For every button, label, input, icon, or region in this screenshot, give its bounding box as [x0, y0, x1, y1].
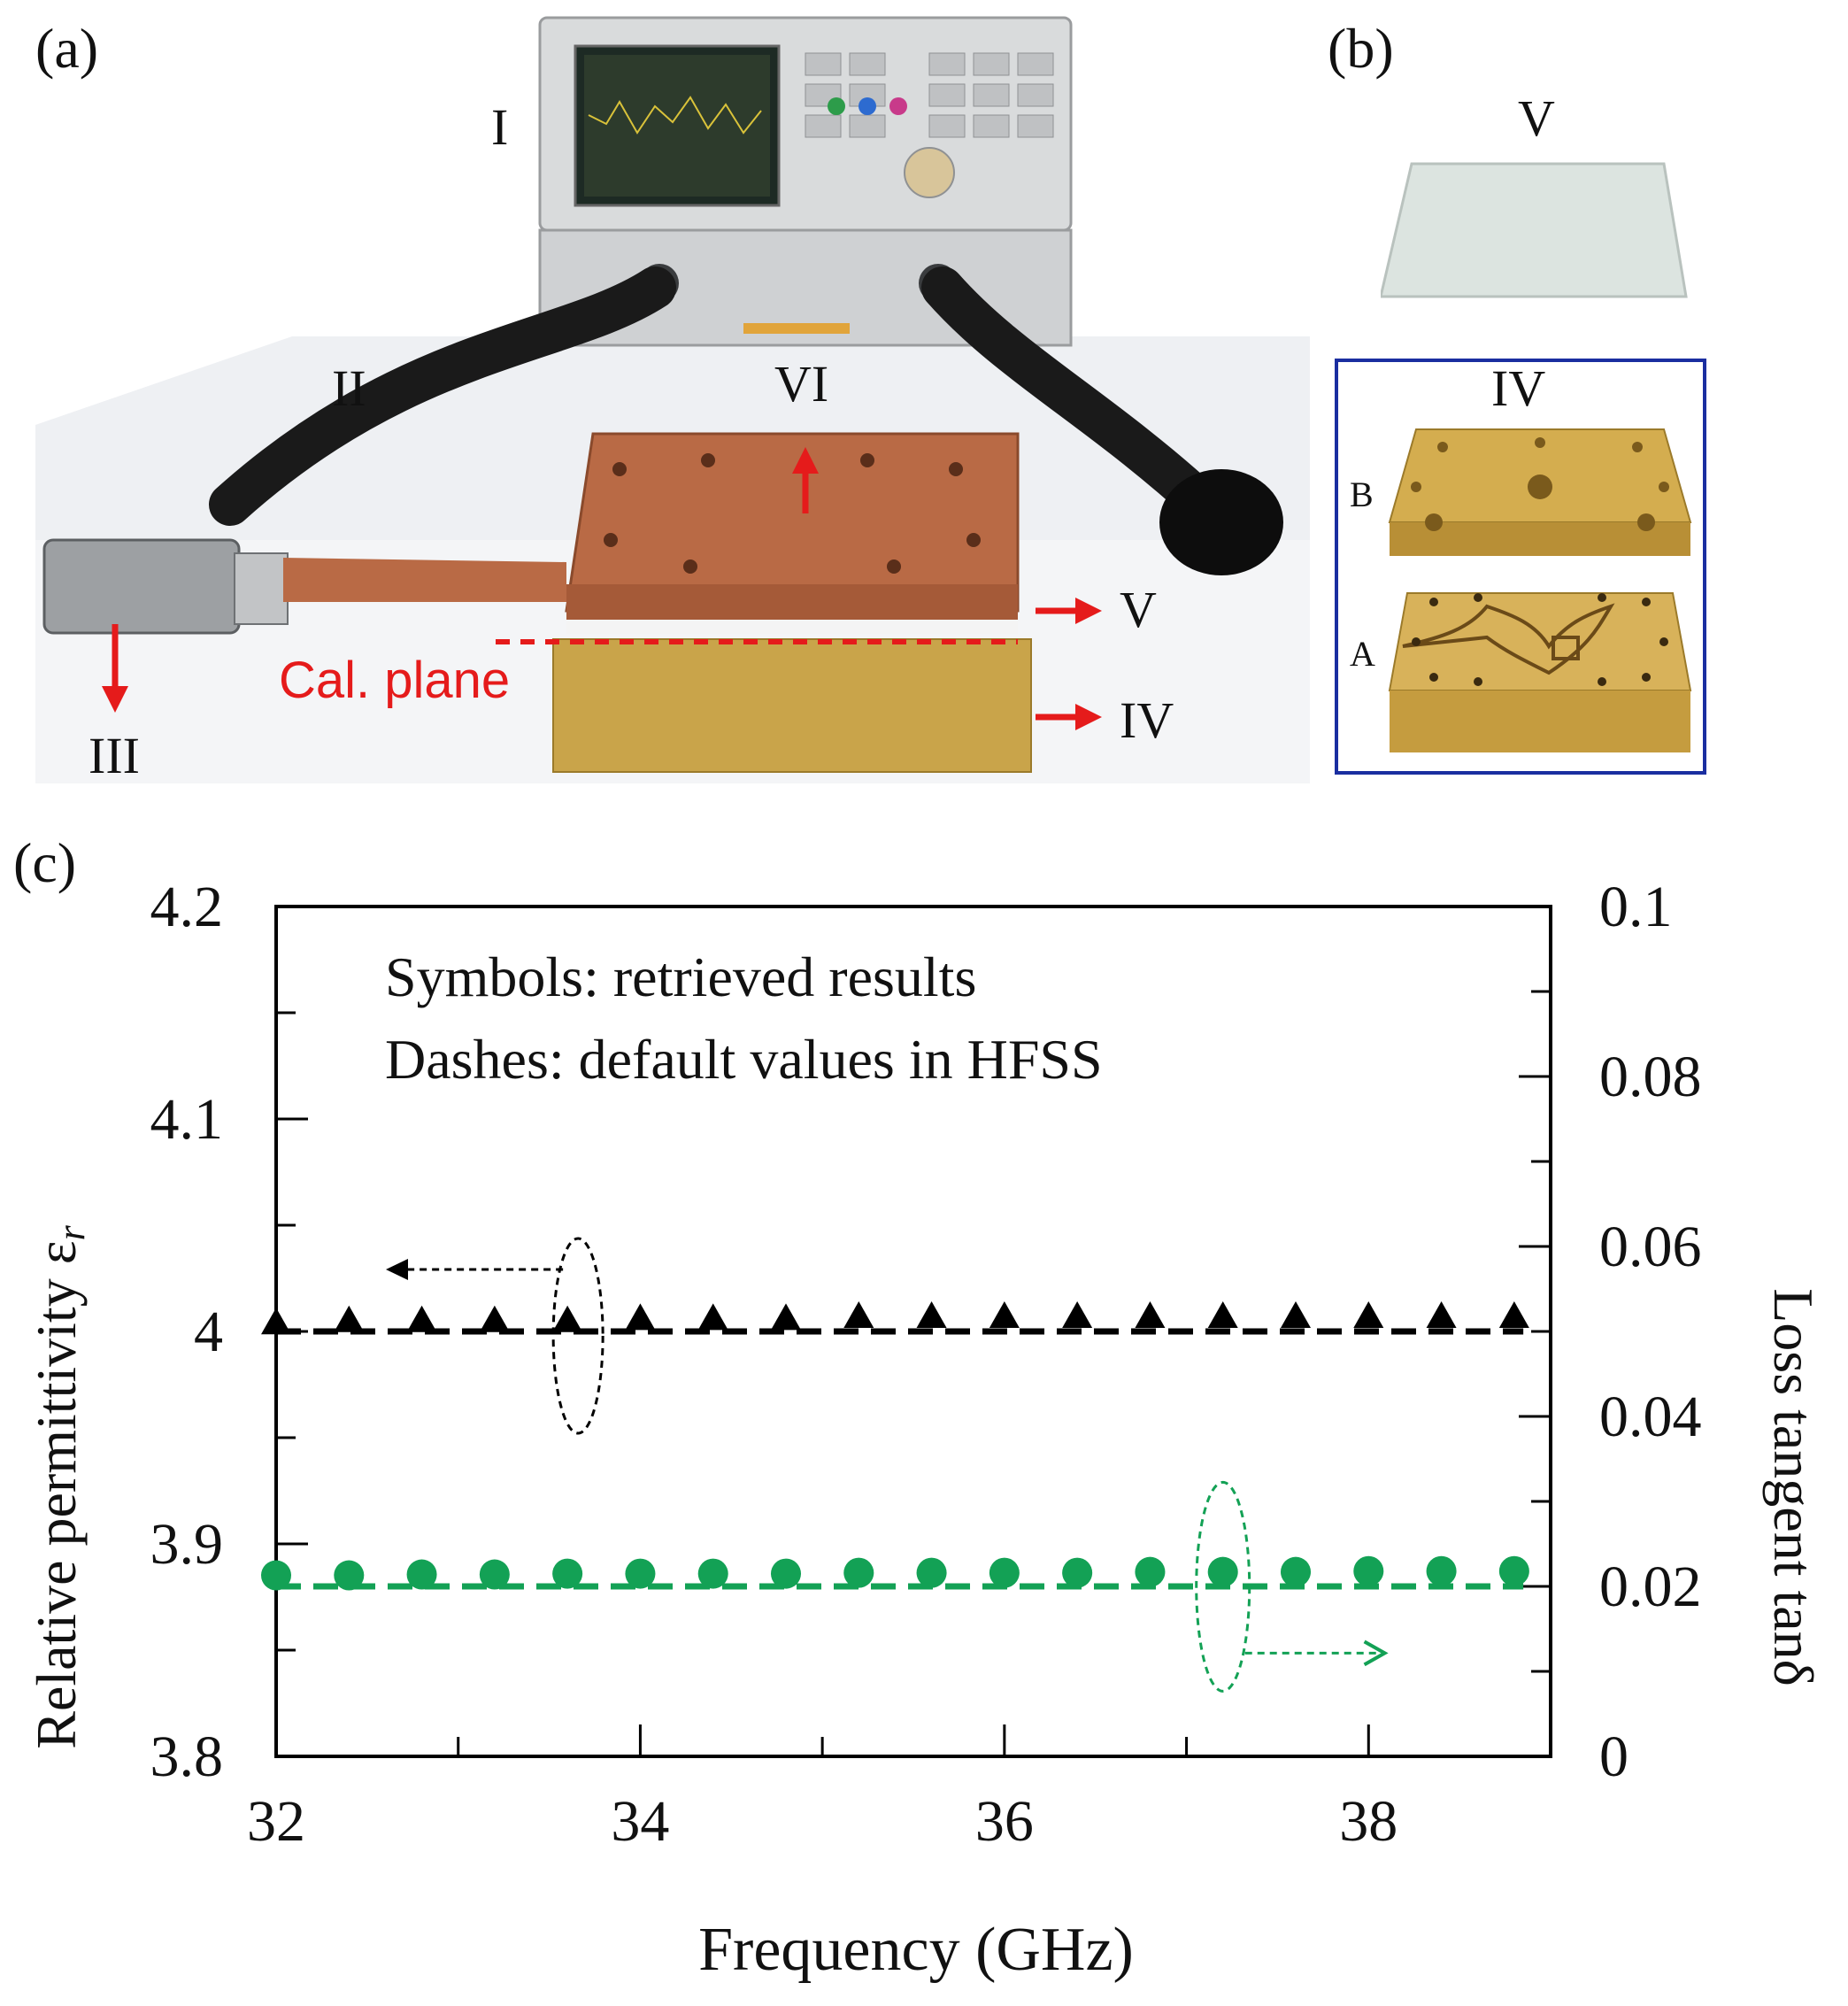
circle-point: [1207, 1556, 1238, 1587]
circle-point: [916, 1557, 947, 1588]
y-axis-label-left-sub: r: [50, 1224, 93, 1240]
label-II: II: [332, 359, 366, 417]
cable-right: [921, 266, 1225, 526]
y-left-tick-label: 4.2: [150, 875, 224, 939]
y-axis-label-right: Loss tangent tanδ: [1762, 1288, 1825, 1686]
brass-fixture: [552, 638, 1032, 773]
circle-point: [771, 1558, 801, 1589]
circle-point: [989, 1557, 1020, 1588]
triangle-point: [771, 1303, 801, 1331]
triangle-point: [989, 1301, 1020, 1328]
x-tick-label: 36: [975, 1789, 1034, 1854]
circle-point: [1062, 1557, 1093, 1588]
arrow-right-head: [1363, 1640, 1389, 1667]
triangle-point: [1207, 1301, 1238, 1328]
y-axis-label-left: Relative permittivity εr: [25, 1224, 93, 1748]
triangle-point: [406, 1305, 437, 1332]
circle-point: [552, 1558, 583, 1589]
y-left-tick-label: 3.8: [150, 1724, 224, 1789]
circle-point: [406, 1559, 437, 1590]
triangle-point: [334, 1305, 365, 1332]
label-V: V: [1120, 581, 1157, 638]
triangle-point: [625, 1303, 656, 1331]
triangle-point: [843, 1301, 874, 1328]
y-axis-label-left-text: Relative permittivity ε: [25, 1240, 88, 1748]
y-left-tick-label: 3.9: [150, 1512, 224, 1577]
y-right-tick-label: 0: [1599, 1724, 1629, 1789]
panel-label-b: (b): [1328, 17, 1394, 80]
y-right-tick-label: 0.08: [1599, 1045, 1702, 1109]
fixture-photo: [1388, 428, 1692, 752]
circle-point: [697, 1558, 728, 1589]
triangle-point: [552, 1305, 583, 1332]
y-right-tick-label: 0.02: [1599, 1555, 1702, 1619]
sample-slab: [566, 620, 1018, 634]
y-left-tick-label: 4: [194, 1300, 223, 1364]
triangle-point: [1062, 1301, 1093, 1328]
waveguide-adapter: [42, 538, 241, 635]
circle-point: [843, 1557, 874, 1588]
triangle-point: [1281, 1301, 1311, 1328]
ellipse-green-series: [1195, 1480, 1251, 1693]
circle-point: [1426, 1555, 1457, 1586]
circle-point: [1498, 1555, 1529, 1586]
ellipse-black-series: [551, 1237, 604, 1435]
label-b-A: A: [1350, 634, 1375, 674]
triangle-point: [1135, 1301, 1166, 1328]
panel-label-a: (a): [35, 17, 99, 80]
label-b-V: V: [1518, 89, 1555, 147]
permittivity-chart: 32 34 36 38 3.8 3.9 4 4.1 4.2 0 0.02 0.04 0.06 0.08 0.…: [25, 875, 1825, 1984]
y-right-tick-label: 0.04: [1599, 1385, 1702, 1449]
label-IV: IV: [1120, 691, 1174, 749]
fixture-frame: [1335, 359, 1706, 775]
x-tick-label: 38: [1339, 1789, 1398, 1854]
sample-photo: [1381, 162, 1688, 298]
red-arrows: [102, 447, 1102, 730]
label-VI: VI: [774, 355, 829, 413]
x-axis-label: Frequency (GHz): [698, 1916, 1134, 1984]
triangle-point: [697, 1303, 728, 1331]
triangle-point: [1353, 1301, 1384, 1328]
triangle-point: [479, 1305, 510, 1332]
cal-plane-label: Cal. plane: [279, 652, 511, 709]
circle-point: [1135, 1556, 1166, 1587]
setup-photo: [35, 16, 1310, 783]
triangle-point: [261, 1308, 291, 1335]
cable-left: [209, 266, 676, 526]
circle-point: [479, 1559, 510, 1590]
annotation-dashes: Dashes: default values in HFSS: [385, 1028, 1103, 1091]
circle-point: [625, 1558, 656, 1589]
y-right-tick-label: 0.1: [1599, 875, 1673, 939]
triangle-point: [1498, 1301, 1529, 1328]
triangle-point: [916, 1301, 947, 1328]
circle-point: [334, 1560, 365, 1591]
circle-point: [1281, 1556, 1311, 1587]
copper-strip: [283, 558, 566, 602]
annotation-symbols: Symbols: retrieved results: [385, 945, 976, 1008]
circle-point: [261, 1560, 291, 1591]
label-b-IV: IV: [1491, 359, 1546, 417]
label-III: III: [89, 727, 140, 784]
triangle-point: [1426, 1301, 1457, 1328]
circle-point: [1353, 1555, 1384, 1586]
panel-label-c: (c): [13, 831, 77, 894]
x-tick-label: 32: [247, 1789, 305, 1854]
y-left-tick-label: 4.1: [150, 1087, 224, 1152]
y-right-tick-label: 0.06: [1599, 1215, 1702, 1279]
x-tick-label: 34: [611, 1789, 669, 1854]
label-I: I: [491, 98, 509, 156]
label-b-B: B: [1350, 474, 1374, 514]
arrow-left-head: [386, 1259, 408, 1280]
